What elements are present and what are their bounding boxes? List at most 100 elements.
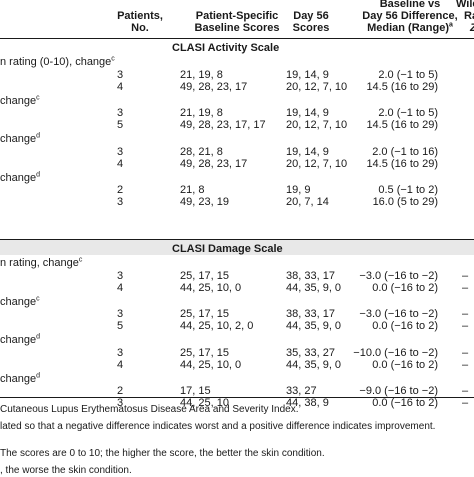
section-rule <box>0 239 474 240</box>
footnote-marker: d <box>36 132 40 140</box>
cell-day56: 20, 12, 7, 10 <box>286 119 348 131</box>
cell-z: – <box>462 308 469 320</box>
cell-difference: 0.0 (−16 to 2) <box>372 397 438 409</box>
footnote-marker: d <box>36 333 40 341</box>
cell-difference: −3.0 (−16 to −2) <box>359 308 438 320</box>
footnote-marker: c <box>36 93 40 101</box>
cell-baseline: 44, 25, 10 <box>180 397 229 409</box>
cell-baseline: 25, 17, 15 <box>180 308 229 320</box>
footnote-marker: d <box>36 170 40 178</box>
cell-patients: 5 <box>117 320 124 332</box>
footnote-marker: c <box>36 294 40 302</box>
group-label: changec <box>0 294 40 308</box>
cell-day56: 38, 33, 17 <box>286 308 335 320</box>
group-label: n rating (0-10), changec <box>0 55 115 68</box>
cell-day56: 20, 12, 7, 10 <box>286 80 348 93</box>
cell-patients: 4 <box>117 80 124 93</box>
cell-baseline: 49, 23, 19 <box>180 196 229 208</box>
cell-difference: 0.5 (−1 to 2) <box>378 184 438 196</box>
cell-baseline: 44, 25, 10, 0 <box>180 358 242 371</box>
group-label: changed <box>0 132 40 145</box>
section-title: CLASI Activity Scale <box>172 42 280 54</box>
cell-patients: 3 <box>117 397 124 409</box>
cell-day56: 44, 35, 9, 0 <box>286 320 342 332</box>
cell-difference: 14.5 (16 to 29) <box>366 119 438 131</box>
cell-difference: −10.0 (−16 to −2) <box>353 346 438 359</box>
cell-baseline: 44, 25, 10, 2, 0 <box>180 320 254 332</box>
cell-difference: 2.0 (−1 to 5) <box>378 68 438 81</box>
cell-day56: 19, 14, 9 <box>286 145 329 158</box>
cell-difference: 2.0 (−1 to 5) <box>378 107 438 119</box>
cell-baseline: 17, 15 <box>180 385 211 397</box>
cell-day56: 44, 38, 9 <box>286 397 329 409</box>
cell-z: – <box>462 397 469 409</box>
cell-patients: 3 <box>117 68 124 81</box>
cell-day56: 38, 33, 17 <box>286 269 335 282</box>
cell-patients: 2 <box>117 184 124 196</box>
cell-day56: 35, 33, 27 <box>286 346 335 359</box>
group-label: changec <box>0 93 40 107</box>
cell-difference: 16.0 (5 to 29) <box>372 196 438 208</box>
cell-difference: −3.0 (−16 to −2) <box>359 269 438 282</box>
cell-patients: 3 <box>117 107 124 119</box>
cell-day56: 19, 9 <box>286 184 311 196</box>
footnote: The scores are 0 to 10; the higher the s… <box>0 448 325 459</box>
cell-difference: 2.0 (−1 to 16) <box>372 145 438 158</box>
cell-baseline: 21, 8 <box>180 184 205 196</box>
cell-difference: 0.0 (−16 to 2) <box>372 281 438 294</box>
cell-day56: 44, 35, 9, 0 <box>286 358 342 371</box>
table-bottom-rule <box>0 397 474 398</box>
cell-baseline: 25, 17, 15 <box>180 269 229 282</box>
cell-day56: 33, 27 <box>286 385 317 397</box>
cell-baseline: 44, 25, 10, 0 <box>180 281 242 294</box>
group-label: changed <box>0 170 40 184</box>
col-header-day56: Day 56 Scores <box>292 10 330 34</box>
section-title: CLASI Damage Scale <box>172 243 283 255</box>
cell-patients: 3 <box>117 196 124 208</box>
cell-z: – <box>462 385 469 397</box>
cell-day56: 19, 14, 9 <box>286 107 329 119</box>
cell-difference: 0.0 (−16 to 2) <box>372 358 438 371</box>
footnote-marker: d <box>36 371 40 379</box>
cell-z: – <box>462 358 469 371</box>
section-band <box>0 240 474 255</box>
cell-baseline: 28, 21, 8 <box>180 145 223 158</box>
footnote: Cutaneous Lupus Erythematosus Disease Ar… <box>0 404 299 415</box>
cell-baseline: 49, 28, 23, 17 <box>180 157 248 170</box>
cell-patients: 3 <box>117 269 124 282</box>
footnote-marker: c <box>111 55 115 63</box>
cell-difference: 14.5 (16 to 29) <box>366 157 438 170</box>
cell-z: – <box>462 320 469 332</box>
cell-patients: 3 <box>117 145 124 158</box>
col-header-difference: Baseline vs Day 56 Difference, Median (Ra… <box>362 0 458 34</box>
cell-patients: 3 <box>117 346 124 359</box>
cell-patients: 3 <box>117 308 124 320</box>
col-header-wilcoxon: Wilcox Ran Z <box>456 0 474 34</box>
group-label: n rating, changec <box>0 256 83 269</box>
cell-day56: 19, 14, 9 <box>286 68 329 81</box>
cell-baseline: 21, 19, 8 <box>180 107 223 119</box>
header-rule <box>0 38 474 39</box>
group-label: changed <box>0 333 40 346</box>
cell-difference: −9.0 (−16 to −2) <box>359 385 438 397</box>
cell-patients: 4 <box>117 281 124 294</box>
footnote: , the worse the skin condition. <box>0 465 132 476</box>
cell-difference: 0.0 (−16 to 2) <box>372 320 438 332</box>
cell-difference: 14.5 (16 to 29) <box>366 80 438 93</box>
col-header-baseline: Patient-Specific Baseline Scores <box>194 10 280 34</box>
col-header-patients: Patients, No. <box>117 10 163 34</box>
group-label: changed <box>0 371 40 385</box>
cell-patients: 4 <box>117 358 124 371</box>
cell-baseline: 25, 17, 15 <box>180 346 229 359</box>
footnote: lated so that a negative difference indi… <box>0 421 436 432</box>
cell-patients: 5 <box>117 119 124 131</box>
cell-patients: 4 <box>117 157 124 170</box>
cell-day56: 20, 12, 7, 10 <box>286 157 348 170</box>
cell-day56: 44, 35, 9, 0 <box>286 281 342 294</box>
cell-day56: 20, 7, 14 <box>286 196 329 208</box>
footnote-marker: c <box>78 256 83 264</box>
cell-z: – <box>462 346 469 359</box>
cell-z: – <box>462 269 469 282</box>
cell-patients: 2 <box>117 385 124 397</box>
